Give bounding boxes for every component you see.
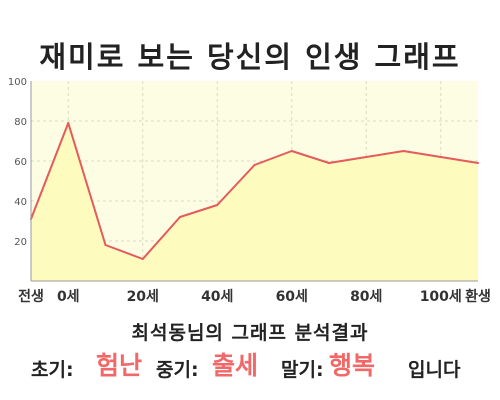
mid-value: 출세	[212, 351, 259, 380]
y-tick-label: 20	[14, 237, 27, 248]
data-point	[253, 164, 256, 166]
y-tick-label: 40	[14, 197, 27, 208]
chart-title: 재미로 보는 당신의 인생 그래프	[39, 40, 461, 74]
x-tick-label: 80세	[350, 289, 382, 305]
y-tick-label: 60	[14, 157, 27, 168]
y-tick-label: 100	[8, 77, 27, 88]
area-fill	[31, 123, 478, 281]
data-point	[365, 156, 368, 158]
data-point	[67, 122, 70, 124]
ending-text: 입니다	[408, 359, 461, 381]
data-point	[290, 150, 293, 152]
early-label: 초기:	[31, 359, 74, 381]
result-summary: 초기: 험난 중기: 출세 말기: 행복 입니다	[0, 343, 500, 383]
early-value: 험난	[96, 351, 143, 380]
data-point	[141, 258, 144, 260]
x-tick-label: 환생	[465, 288, 491, 305]
data-point	[104, 244, 107, 246]
x-tick-label: 60세	[276, 289, 308, 305]
data-point	[402, 150, 405, 152]
data-point	[216, 204, 219, 206]
late-value: 행복	[329, 351, 376, 380]
x-tick-label: 40세	[201, 289, 233, 305]
late-label: 말기:	[281, 359, 324, 381]
x-tick-label: 20세	[127, 289, 159, 305]
result-title: 최석동님의 그래프 분석결과	[131, 322, 369, 344]
data-point	[439, 156, 442, 158]
y-tick-label: 80	[14, 117, 27, 128]
x-tick-label: 100세	[420, 289, 462, 305]
x-tick-label: 전생	[18, 288, 44, 305]
data-point	[477, 162, 479, 164]
mid-label: 중기:	[156, 359, 199, 381]
data-point	[179, 216, 181, 218]
x-tick-label: 0세	[57, 289, 80, 305]
data-point	[328, 162, 330, 164]
